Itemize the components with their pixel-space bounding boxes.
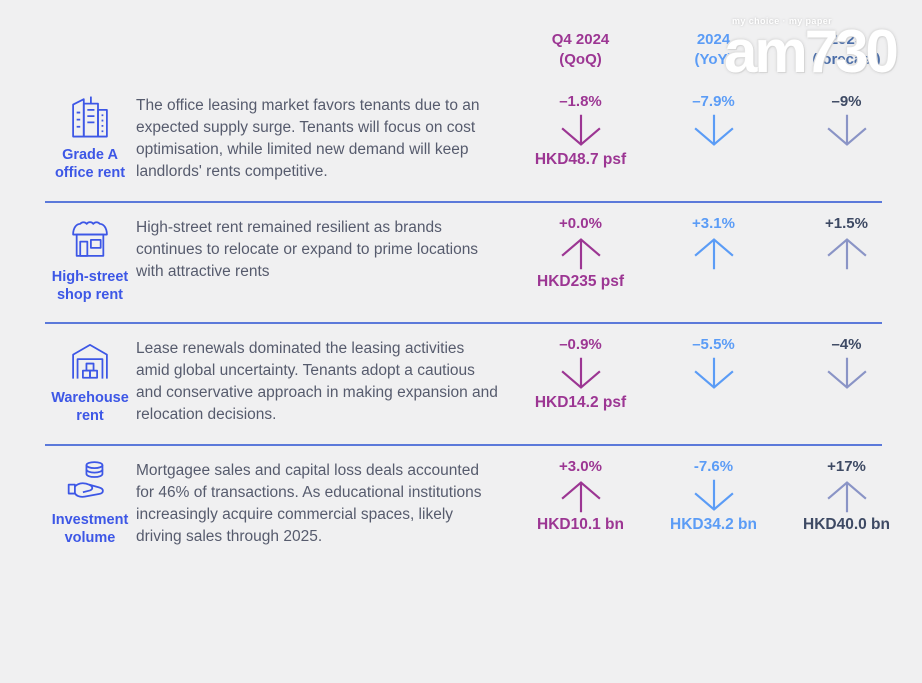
warehouse-cell: Warehouse rent [44, 336, 136, 425]
metric-investment-qoq: +3.0% HKD10.1 bn [514, 458, 647, 534]
percent-change: +3.0% [559, 457, 602, 475]
trend-arrow-icon [557, 113, 605, 149]
row-label-grade-a-office-rent: Grade A office rent [54, 146, 126, 181]
row-description-investment-volume: Mortgagee sales and capital loss deals a… [136, 461, 482, 545]
metric-shop-forecast: +1.5% [780, 215, 913, 273]
percent-change: –7.9% [692, 92, 735, 110]
row-divider [45, 200, 882, 203]
row-high-street-shop-rent: High-street shop rent High-street rent r… [0, 203, 922, 322]
row-divider [45, 321, 882, 324]
row-investment-volume: Investment volume Mortgagee sales and ca… [0, 446, 922, 566]
row-label-warehouse-rent: Warehouse rent [51, 389, 129, 424]
percent-change: +3.1% [692, 214, 735, 232]
trend-arrow-icon [557, 235, 605, 271]
column-header-yoy-line2: (YoY) [694, 51, 733, 69]
percent-change: –4% [831, 335, 862, 353]
metric-office-qoq: –1.8% HKD48.7 psf [514, 93, 647, 169]
percent-change: –9% [831, 92, 862, 110]
percent-change: -7.6% [693, 457, 734, 475]
percent-change: –1.8% [559, 92, 602, 110]
metric-value: HKD48.7 psf [534, 150, 627, 168]
investment-volume-cell: Investment volume [44, 458, 136, 547]
row-warehouse-rent: Warehouse rent Lease renewals dominated … [0, 324, 922, 444]
metric-value: HKD34.2 bn [670, 515, 757, 533]
trend-arrow-icon [557, 478, 605, 514]
column-header-yoy-line1: 2024 [696, 31, 731, 48]
column-header-forecast-line2: (forecast) [812, 51, 881, 69]
metric-investment-yoy: -7.6% HKD34.2 bn [647, 458, 780, 534]
metric-value: HKD40.0 bn [803, 515, 890, 533]
warehouse-icon [72, 343, 108, 379]
trend-arrow-icon [557, 356, 605, 392]
high-street-shop-cell: High-street shop rent [44, 215, 136, 304]
office-buildings-icon [72, 96, 108, 137]
metric-warehouse-qoq: –0.9% HKD14.2 psf [514, 336, 647, 412]
trend-arrow-icon [823, 356, 871, 392]
grade-a-office-cell: Grade A office rent [44, 93, 136, 182]
metric-shop-yoy: +3.1% [647, 215, 780, 273]
row-description-warehouse-rent: Lease renewals dominated the leasing act… [136, 339, 498, 423]
storefront-icon [72, 220, 108, 257]
trend-arrow-icon [823, 478, 871, 514]
row-label-high-street-shop-rent: High-street shop rent [51, 268, 129, 303]
row-grade-a-office-rent: Grade A office rent The office leasing m… [0, 81, 922, 201]
percent-change: +1.5% [825, 214, 868, 232]
metric-warehouse-yoy: –5.5% [647, 336, 780, 394]
trend-arrow-icon [690, 478, 738, 514]
row-description-grade-a-office-rent: The office leasing market favors tenants… [136, 96, 480, 180]
trend-arrow-icon [823, 235, 871, 271]
percent-change: –0.9% [559, 335, 602, 353]
percent-change: +17% [827, 457, 866, 475]
row-divider [45, 443, 882, 446]
row-label-investment-volume: Investment volume [51, 511, 129, 546]
metric-value: HKD10.1 bn [537, 515, 624, 533]
column-header-forecast: 2025 (forecast) [780, 30, 913, 71]
column-header-qoq: Q4 2024 (QoQ) [514, 30, 647, 71]
metric-warehouse-forecast: –4% [780, 336, 913, 394]
trend-arrow-icon [690, 235, 738, 271]
row-description-high-street-shop-rent: High-street rent remained resilient as b… [136, 218, 479, 280]
hand-coins-icon [67, 460, 104, 498]
metric-office-forecast: –9% [780, 93, 913, 151]
trend-arrow-icon [690, 356, 738, 392]
trend-arrow-icon [823, 113, 871, 149]
trend-arrow-icon [690, 113, 738, 149]
metric-office-yoy: –7.9% [647, 93, 780, 151]
column-header-yoy: 2024 (YoY) [647, 30, 780, 71]
metric-investment-forecast: +17% HKD40.0 bn [780, 458, 913, 534]
metric-value: HKD14.2 psf [534, 393, 627, 411]
percent-change: –5.5% [692, 335, 735, 353]
metric-value: HKD235 psf [537, 272, 624, 290]
metric-shop-qoq: +0.0% HKD235 psf [514, 215, 647, 291]
column-header-qoq-line2: (QoQ) [559, 51, 602, 69]
column-header-qoq-line1: Q4 2024 [551, 31, 610, 48]
column-header-row: Q4 2024 (QoQ) 2024 (YoY) 2025 (forecast) [0, 0, 922, 81]
column-header-forecast-line1: 2025 [829, 31, 864, 48]
percent-change: +0.0% [559, 214, 602, 232]
